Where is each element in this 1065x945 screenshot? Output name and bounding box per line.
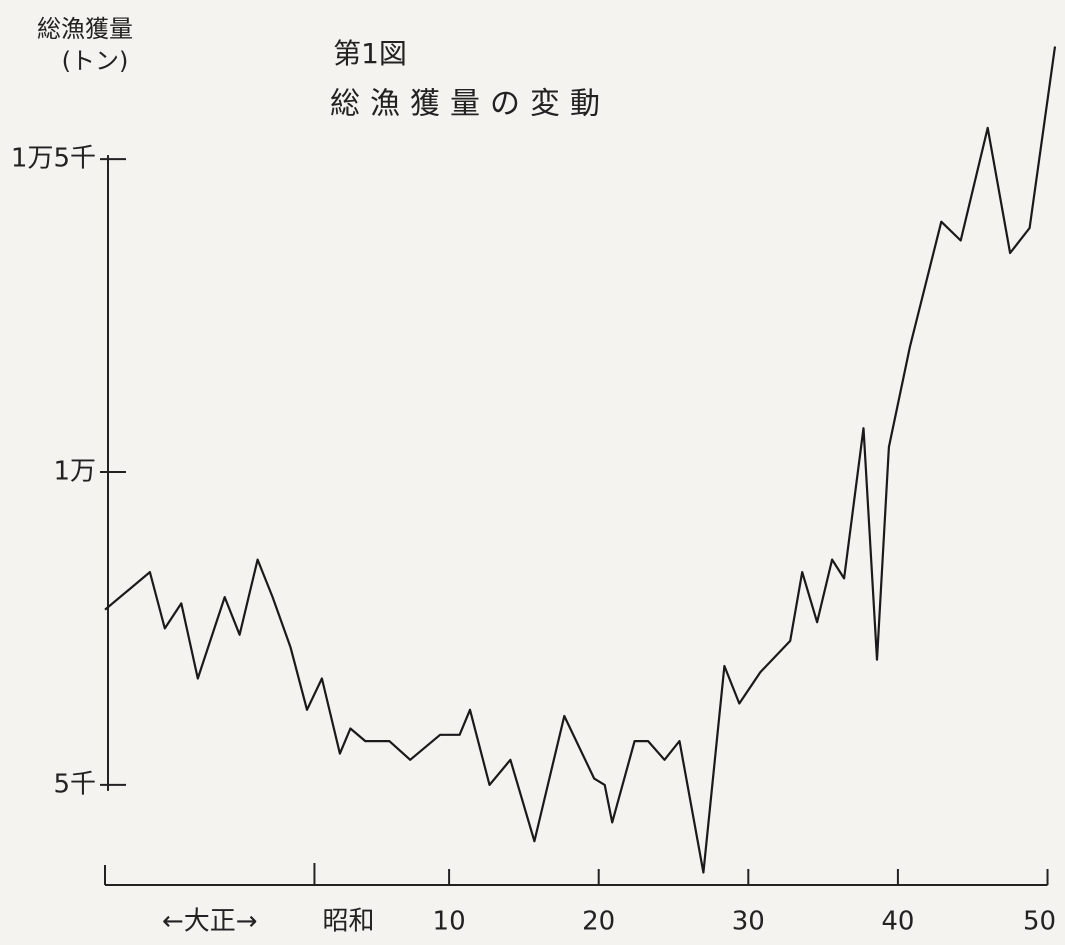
y-tick-label: 1万 — [53, 457, 96, 487]
era-label-showa: 昭和 — [322, 907, 374, 937]
paper — [0, 0, 1065, 945]
chart: 総漁獲量 (トン) 第1図 総漁獲量の変動 5千 1万 1万5千 ←大正→ 昭和 10 20… — [0, 0, 1065, 945]
y-tick-label: 5千 — [53, 769, 96, 799]
x-tick-label: 30 — [732, 907, 765, 937]
y-axis-unit: (トン) — [62, 47, 129, 75]
x-tick-label: 40 — [881, 907, 914, 937]
x-tick-label: 50 — [1023, 907, 1056, 937]
y-tick-label: 1万5千 — [11, 144, 96, 174]
chart-title: 第1図 — [333, 37, 407, 70]
era-label-taisho: ←大正→ — [162, 907, 258, 937]
chart-subtitle: 総漁獲量の変動 — [330, 87, 610, 122]
x-tick-label: 10 — [433, 907, 466, 937]
y-axis-label: 総漁獲量 — [37, 15, 133, 43]
x-tick-label: 20 — [582, 907, 615, 937]
